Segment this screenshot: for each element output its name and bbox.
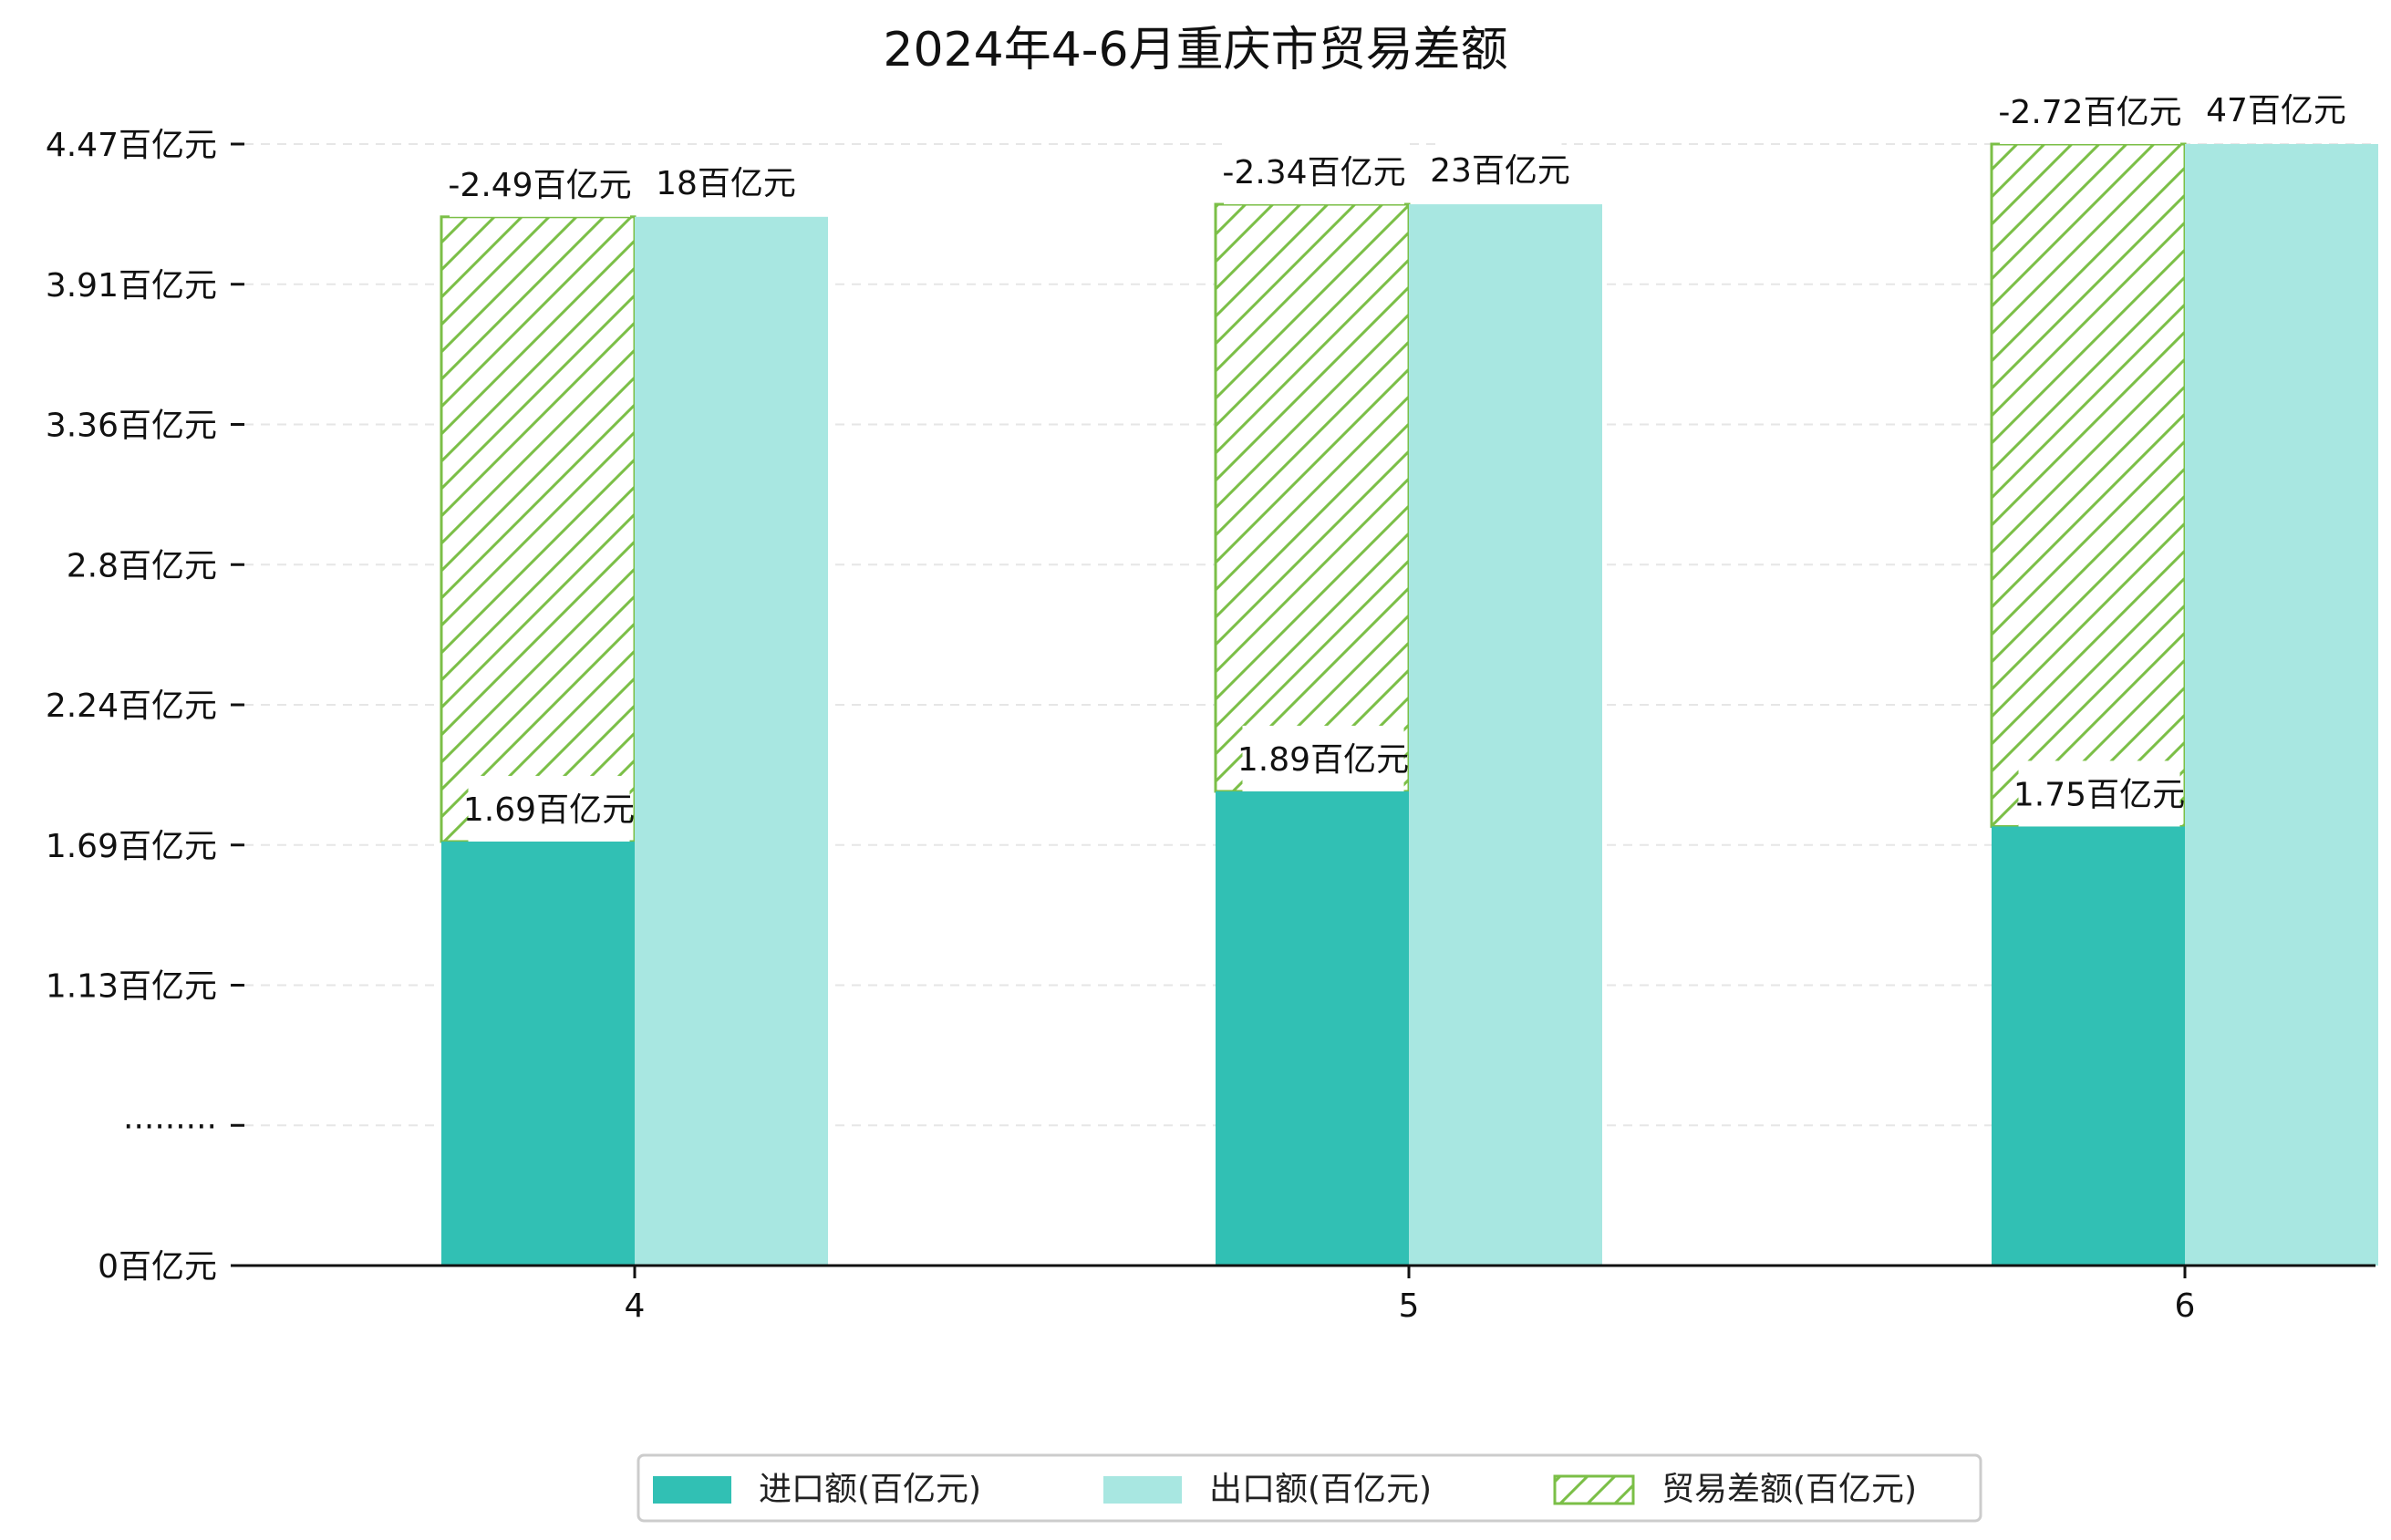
x-tick-label: 4: [625, 1287, 646, 1325]
bar-label-balance-bg: [2000, 78, 2180, 144]
bar-import: [441, 841, 635, 1266]
legend-label-import: 进口额(百亿元): [759, 1471, 981, 1508]
legend-frame: [637, 1453, 1982, 1523]
y-axis: 0百亿元 ········· 1.13百亿元 1.69百亿元 2.24百亿元 2.8百亿元…: [46, 127, 244, 1286]
y-tick-label: 0百亿元: [98, 1248, 217, 1286]
x-tick-label: 5: [1399, 1287, 1420, 1325]
bar-labels: 1.69百亿元 -2.49百亿元 18百亿元 1.89百亿元 -2.34百亿元 23百亿元…: [448, 77, 2346, 842]
bar-export: [635, 216, 828, 1266]
bar-label-export-bg: [1438, 137, 1562, 203]
bar-balance: [1214, 202, 1411, 793]
bar-label-import: 1.69百亿元: [463, 791, 635, 829]
bar-label-balance-bg: [1224, 139, 1404, 205]
chart-title: 2024年4-6月重庆市贸易差额: [883, 23, 1507, 78]
y-tick-label: 2.8百亿元: [67, 547, 217, 584]
y-tick-label: 1.69百亿元: [46, 828, 217, 865]
bar-label-import-bg: [1242, 725, 1404, 791]
y-tick-label: ·········: [123, 1108, 217, 1145]
legend-swatch-export: [1103, 1476, 1182, 1504]
bar-label-export: 18百亿元: [656, 165, 796, 202]
bar-label-balance-bg: [450, 150, 630, 217]
legend-swatch-import: [653, 1476, 731, 1504]
legend-label-export: 出口额(百亿元): [1209, 1471, 1432, 1508]
bar-import: [1992, 826, 2185, 1266]
legend: 进口额(百亿元) 出口额(百亿元) 贸易差额(百亿元): [637, 1453, 1982, 1523]
bar-balance: [1990, 142, 2187, 828]
bar-label-import: 1.75百亿元: [2013, 776, 2185, 813]
bars: [440, 142, 2378, 1266]
bar-label-export: 23百亿元: [1430, 152, 1570, 190]
bar-balance: [440, 215, 637, 843]
legend-swatch-balance: [1553, 1474, 1635, 1505]
y-tick-label: 1.13百亿元: [46, 968, 217, 1006]
bar-label-export-bg: [664, 149, 788, 215]
bar-label-import-bg: [2018, 760, 2180, 827]
bar-label-balance: -2.72百亿元: [1998, 94, 2181, 131]
bar-label-import-bg: [468, 775, 630, 842]
bar-export: [1409, 204, 1602, 1266]
bar-label-balance: -2.49百亿元: [448, 167, 631, 204]
x-axis: 4 5 6: [625, 1266, 2196, 1325]
bar-label-export: 47百亿元: [2206, 92, 2346, 129]
y-tick-label: 3.91百亿元: [46, 267, 217, 305]
y-tick-label: 4.47百亿元: [46, 127, 217, 164]
x-tick-label: 6: [2175, 1287, 2196, 1325]
legend-label-balance: 贸易差额(百亿元): [1661, 1471, 1917, 1508]
y-tick-label: 3.36百亿元: [46, 408, 217, 445]
y-tick-label: 2.24百亿元: [46, 687, 217, 725]
bar-label-export-bg: [2214, 77, 2338, 142]
bar-label-balance: -2.34百亿元: [1222, 154, 1405, 191]
bar-export: [2185, 144, 2378, 1266]
bar-label-import: 1.89百亿元: [1237, 741, 1409, 779]
bar-import: [1216, 791, 1409, 1266]
